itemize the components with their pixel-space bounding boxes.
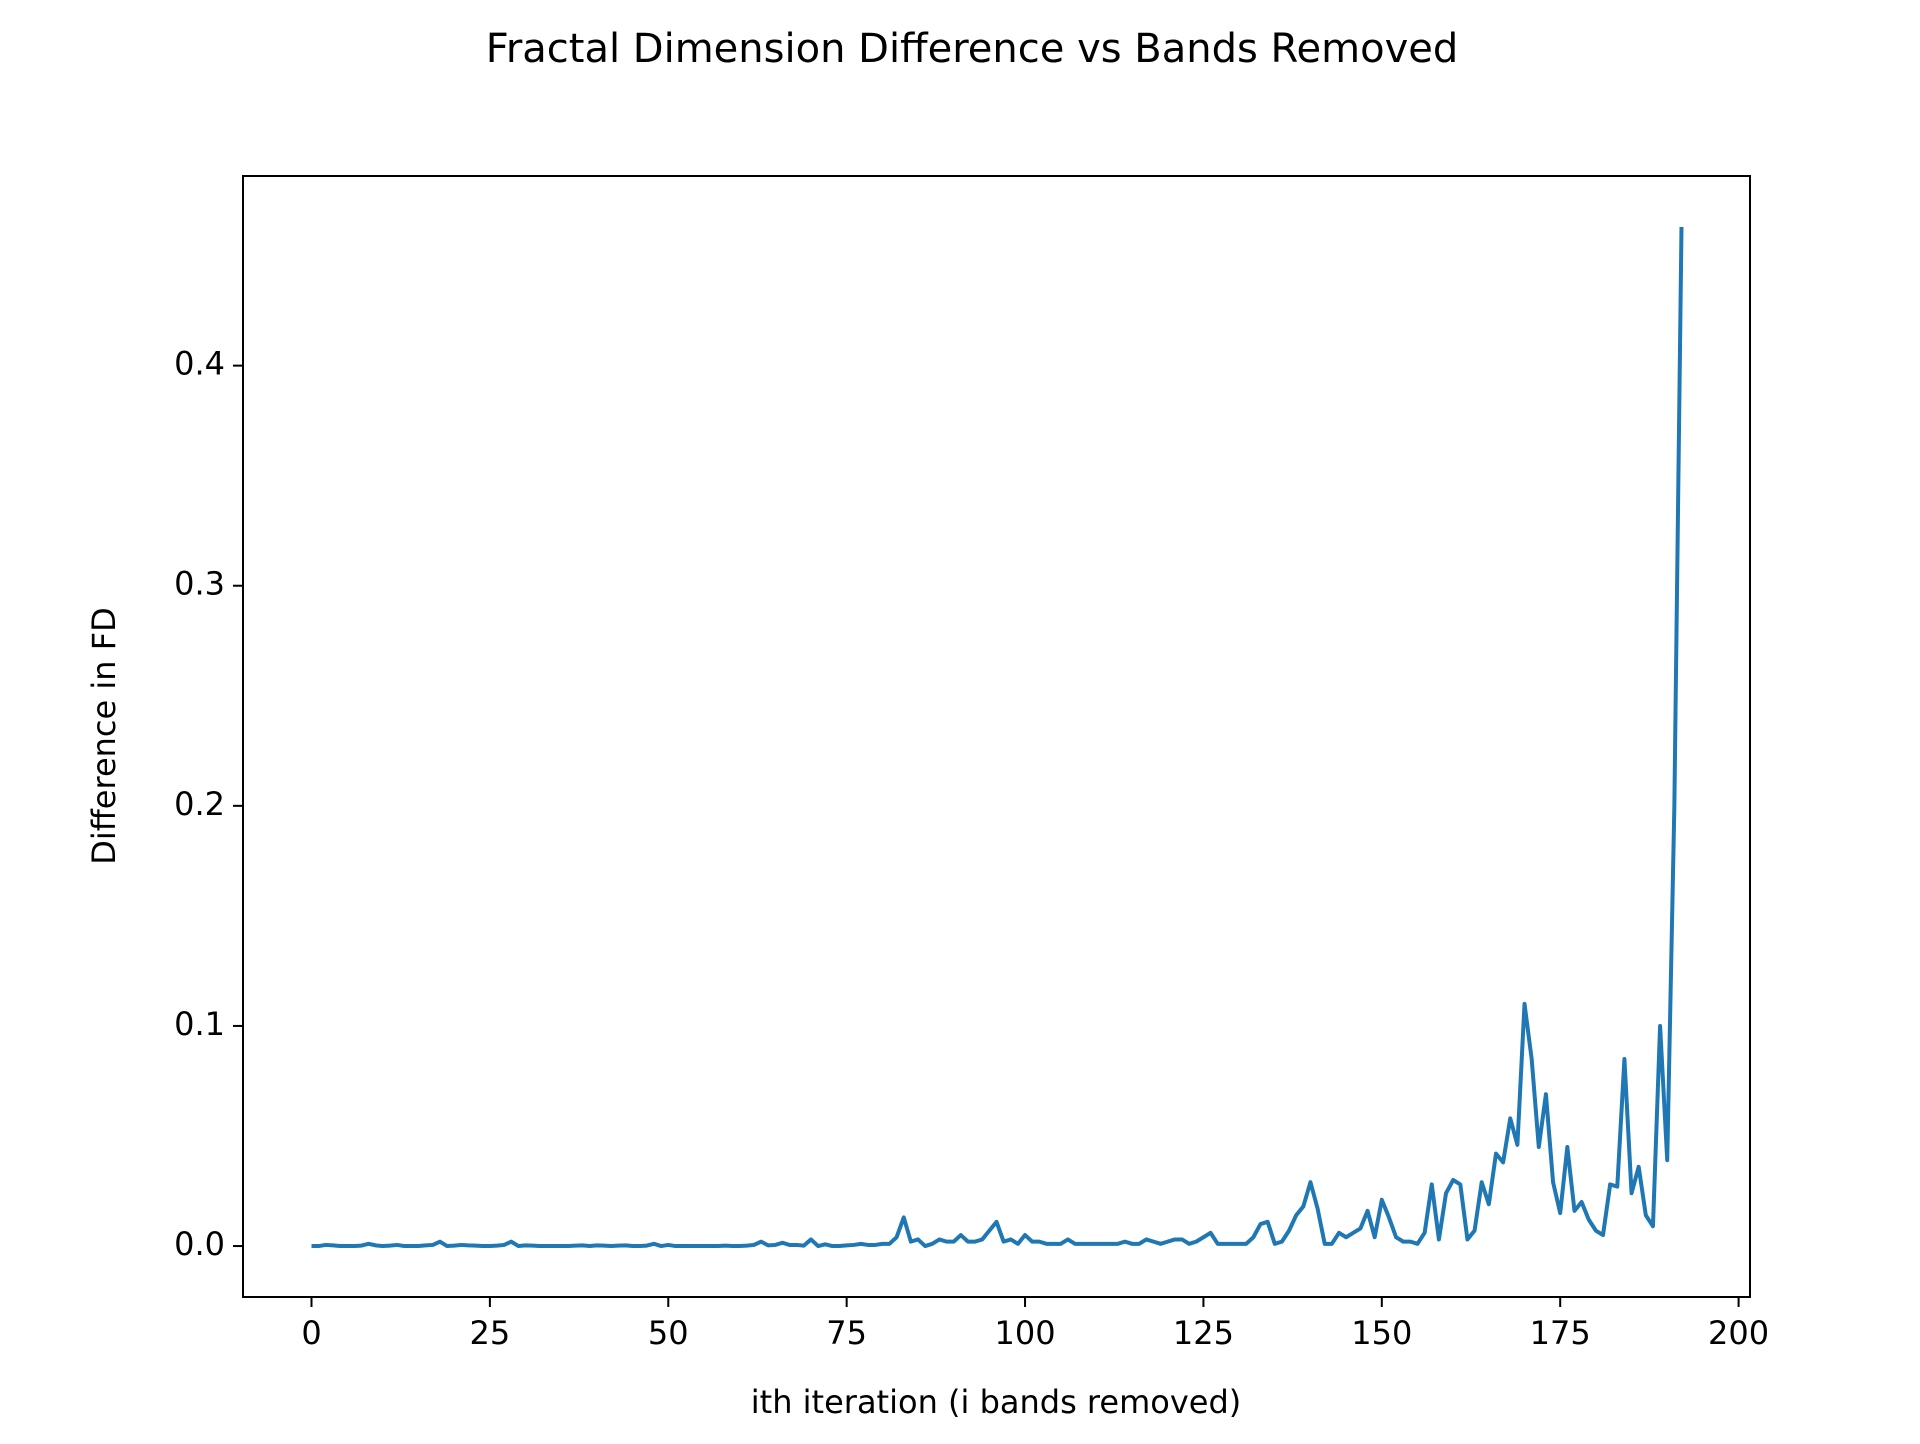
x-tick-label: 175 [1530,1314,1591,1352]
y-tick-label: 0.2 [174,785,225,823]
x-axis-label: ith iteration (i bands removed) [751,1383,1241,1421]
x-tick-label: 100 [995,1314,1056,1352]
y-tick-label: 0.1 [174,1005,225,1043]
x-tick-label: 75 [826,1314,867,1352]
x-tick-label: 0 [301,1314,321,1352]
y-tick-label: 0.4 [174,345,225,383]
x-tick-label: 25 [470,1314,511,1352]
y-tick-label: 0.0 [174,1225,225,1263]
y-axis-label: Difference in FD [85,607,123,865]
x-tick-label: 125 [1173,1314,1234,1352]
y-tick-label: 0.3 [174,565,225,603]
x-tick-label: 50 [648,1314,689,1352]
x-tick-label: 150 [1351,1314,1412,1352]
chart-title: Fractal Dimension Difference vs Bands Re… [486,26,1459,72]
data-line [311,226,1684,1249]
plot-frame [242,175,1751,1298]
x-tick-label: 200 [1708,1314,1769,1352]
